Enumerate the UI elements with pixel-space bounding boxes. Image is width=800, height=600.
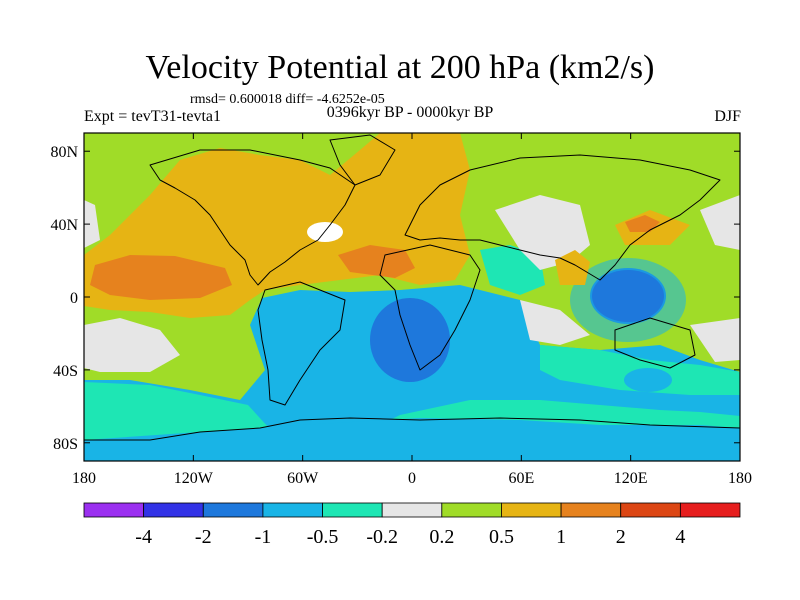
field-gray-southindian xyxy=(520,300,590,345)
field-gray-eastlow xyxy=(690,318,740,362)
colorbar-label: 1 xyxy=(556,526,566,548)
y-tick-label: 40S xyxy=(53,363,78,380)
field-maritime-core2 xyxy=(592,270,664,322)
x-tick-label: 120E xyxy=(614,470,648,487)
y-tick-label: 0 xyxy=(70,290,78,307)
y-tick-label: 80S xyxy=(53,436,78,453)
colorbar-swatch xyxy=(501,502,562,518)
coast-greenland xyxy=(329,134,396,186)
x-tick-label: 60E xyxy=(508,470,534,487)
y-tick-label: 80N xyxy=(50,144,78,161)
field-core-pacific xyxy=(90,255,232,300)
colorbar-swatch xyxy=(441,502,502,518)
colorbar-label: -0.5 xyxy=(307,526,339,548)
colorbar-label: -1 xyxy=(255,526,272,548)
colorbar-label: 4 xyxy=(675,526,685,548)
chart-title: Velocity Potential at 200 hPa (km2/s) xyxy=(145,49,655,86)
y-axis: 80N 40N 0 40S 80S xyxy=(50,144,740,453)
field-gray-westedge xyxy=(84,200,100,248)
colorbar-swatch xyxy=(262,502,323,518)
colorbar-swatch xyxy=(322,502,383,518)
coast-antarctica xyxy=(84,417,740,441)
colorbar-label: -0.2 xyxy=(366,526,398,548)
colorbar-swatch xyxy=(679,502,741,518)
x-tick-label: 120W xyxy=(174,470,214,487)
colorbar: -4 -2 -1 -0.5 -0.2 0.2 0.5 1 2 4 xyxy=(83,502,741,548)
coast-africa xyxy=(379,244,481,371)
x-tick-label: 180 xyxy=(72,470,96,487)
x-axis: 180 120W 60W 0 60E 120E 180 xyxy=(72,133,752,487)
coast-eurasia xyxy=(404,154,721,281)
colorbar-swatch xyxy=(143,502,204,518)
field-southindian-blob xyxy=(624,368,672,392)
y-tick-label: 40N xyxy=(50,217,78,234)
field-core-eastasia xyxy=(625,215,660,232)
stats-text: rmsd= 0.600018 diff= -4.6252e-05 xyxy=(190,92,385,107)
field-gray-asia xyxy=(495,195,590,270)
coast-australia xyxy=(614,317,696,369)
field-atlantic-core xyxy=(370,298,450,382)
period-label: 0396kyr BP - 0000kyr BP xyxy=(326,104,494,121)
field-core-atlantic xyxy=(338,245,415,278)
field-gray-pacific xyxy=(84,318,180,372)
colorbar-label: 0.5 xyxy=(489,526,514,548)
coast-north-america xyxy=(149,149,356,286)
experiment-label: Expt = tevT31-tevta1 xyxy=(84,108,221,125)
season-label: DJF xyxy=(714,108,741,125)
coastlines xyxy=(84,134,740,441)
colorbar-swatch xyxy=(381,502,443,518)
field-gray-eastpac xyxy=(700,195,740,250)
colorbar-label: -4 xyxy=(135,526,152,548)
colorbar-label: -2 xyxy=(195,526,212,548)
colorbar-swatch xyxy=(560,502,622,518)
colorbar-label: 2 xyxy=(616,526,626,548)
map-field xyxy=(84,133,740,461)
colorbar-swatch xyxy=(83,502,145,518)
x-tick-label: 60W xyxy=(287,470,319,487)
x-tick-label: 180 xyxy=(728,470,752,487)
colorbar-swatch xyxy=(620,502,681,518)
coast-south-america xyxy=(257,281,346,406)
colorbar-label: 0.2 xyxy=(429,526,454,548)
colorbar-swatch xyxy=(202,502,264,518)
field-positive-asia xyxy=(555,250,590,285)
x-tick-label: 0 xyxy=(408,470,416,487)
